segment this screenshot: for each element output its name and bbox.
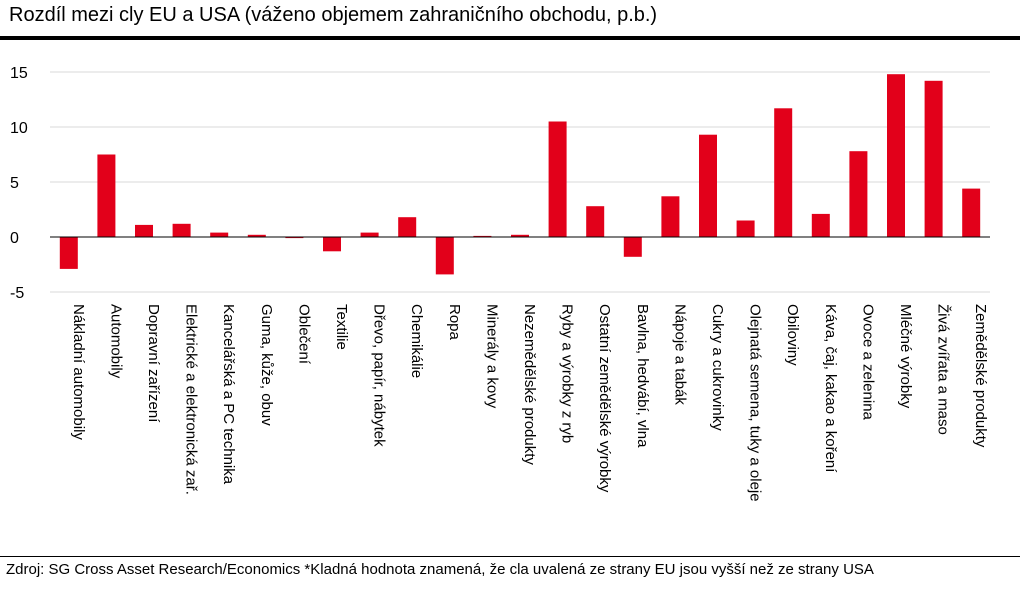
category-label: Textilie [333,304,350,350]
category-label: Minerály a kovy [483,304,500,409]
y-axis-ticks: -5 0 5 10 15 [10,65,28,302]
chart-title: Rozdíl mezi cly EU a USA (váženo objemem… [9,4,658,26]
category-label: Nezemědělské produkty [521,304,538,465]
category-label: Elektrické a elektronická zař. [183,304,200,495]
bar [811,213,830,237]
category-label: Automobily [107,304,124,379]
bar [774,108,793,237]
bar [97,154,116,237]
category-label: Bavlna, hedvábí, vlna [634,304,651,448]
bar [398,217,417,237]
bar [511,234,529,237]
category-label: Živá zvířata a maso [935,304,952,435]
category-label: Chemikálie [408,304,425,378]
bar [473,235,492,237]
category-label: Dopravní zařízení [145,304,162,423]
category-label: Kancelářská a PC technika [220,304,237,485]
bar [887,74,905,237]
bar-chart: -5 0 5 10 15 Nákladní automobily Automobily Do… [10,65,990,502]
bar [285,237,304,239]
category-label: Ovoce a zelenina [859,304,876,421]
bar [360,232,379,237]
bar [323,237,341,252]
category-label: Nápoje a tabák [671,304,688,405]
category-label: Ostatní zemědělské výrobky [596,304,613,493]
category-label: Nákladní automobily [70,304,87,440]
gridlines [50,71,990,293]
bar [210,232,229,237]
category-label: Zemědělské produkty [972,304,989,448]
category-label: Ryby a výrobky z ryb [559,304,576,443]
category-label: Olejnatá semena, tuky a oleje [747,304,764,502]
bar [172,223,191,237]
y-tick-label: 5 [10,175,19,192]
y-tick-label: -5 [10,285,24,302]
bar [623,237,642,257]
bar [59,237,78,269]
source-note: Zdroj: SG Cross Asset Research/Economics… [6,561,874,578]
source-rule [0,556,1020,557]
bar [699,134,717,237]
category-label: Ropa [446,304,463,341]
bar [548,121,567,237]
bar [435,237,454,275]
bar [135,224,153,237]
category-label: Cukry a cukrovinky [709,304,726,431]
category-labels: Nákladní automobily Automobily Dopravní za… [70,304,989,502]
bars [59,74,981,275]
category-label: Obiloviny [784,304,801,366]
category-label: Guma, kůže, obuv [258,304,275,426]
category-label: Mléčné výrobky [897,304,914,409]
bar [247,234,266,237]
title-rule [0,36,1020,40]
category-label: Káva, čaj, kakao a koření [822,304,839,473]
y-tick-label: 10 [10,120,28,137]
y-tick-label: 15 [10,65,28,82]
category-label: Dřevo, papír, nábytek [371,304,388,447]
category-label: Oblečení [295,304,312,365]
y-tick-label: 0 [10,230,19,247]
bar [924,80,943,237]
bar [586,206,605,237]
bar [736,220,755,237]
bar [849,151,868,237]
bar [661,196,680,237]
bar [962,188,981,237]
